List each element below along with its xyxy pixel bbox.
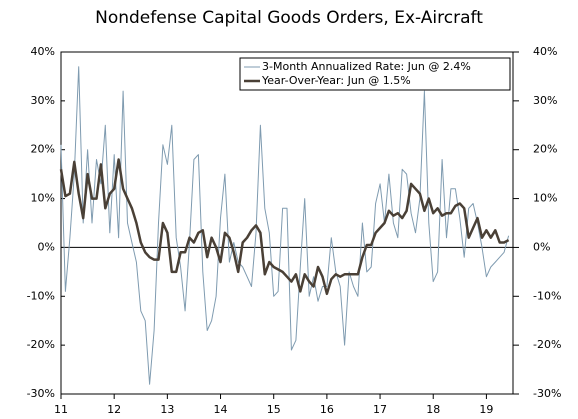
- y-tick-label: -10%: [27, 289, 55, 302]
- y2-tick-label: 20%: [533, 143, 557, 156]
- chart-title: Nondefense Capital Goods Orders, Ex-Airc…: [95, 8, 483, 28]
- x-tick-label: 19: [479, 403, 493, 416]
- x-tick-label: 14: [214, 403, 228, 416]
- plot-frame: [60, 51, 514, 395]
- x-tick-label: 15: [267, 403, 281, 416]
- x-tick-label: 18: [426, 403, 440, 416]
- y-tick-label: 30%: [31, 94, 55, 107]
- y2-tick-label: 40%: [533, 45, 557, 58]
- x-tick-label: 12: [107, 403, 121, 416]
- series-line: [59, 158, 510, 296]
- y2-tick-label: -20%: [533, 338, 561, 351]
- y2-tick-label: -30%: [533, 387, 561, 400]
- y-tick-label: -20%: [27, 338, 55, 351]
- legend-box: [239, 57, 511, 91]
- x-tick-label: 16: [320, 403, 334, 416]
- y2-tick-label: -10%: [533, 289, 561, 302]
- series-line: [60, 66, 510, 385]
- y-tick-label: 20%: [31, 143, 55, 156]
- legend-label: Year-Over-Year: Jun @ 1.5%: [261, 74, 411, 87]
- y-tick-label: 0%: [38, 240, 55, 253]
- y2-tick-label: 10%: [533, 192, 557, 205]
- legend-label: 3-Month Annualized Rate: Jun @ 2.4%: [262, 60, 471, 73]
- y-tick-label: 40%: [31, 45, 55, 58]
- y-tick-label: -30%: [27, 387, 55, 400]
- x-tick-label: 17: [373, 403, 387, 416]
- x-tick-label: 11: [54, 403, 68, 416]
- y2-tick-label: 30%: [533, 94, 557, 107]
- y2-tick-label: 0%: [533, 240, 550, 253]
- y-tick-label: 10%: [31, 192, 55, 205]
- x-tick-label: 13: [160, 403, 174, 416]
